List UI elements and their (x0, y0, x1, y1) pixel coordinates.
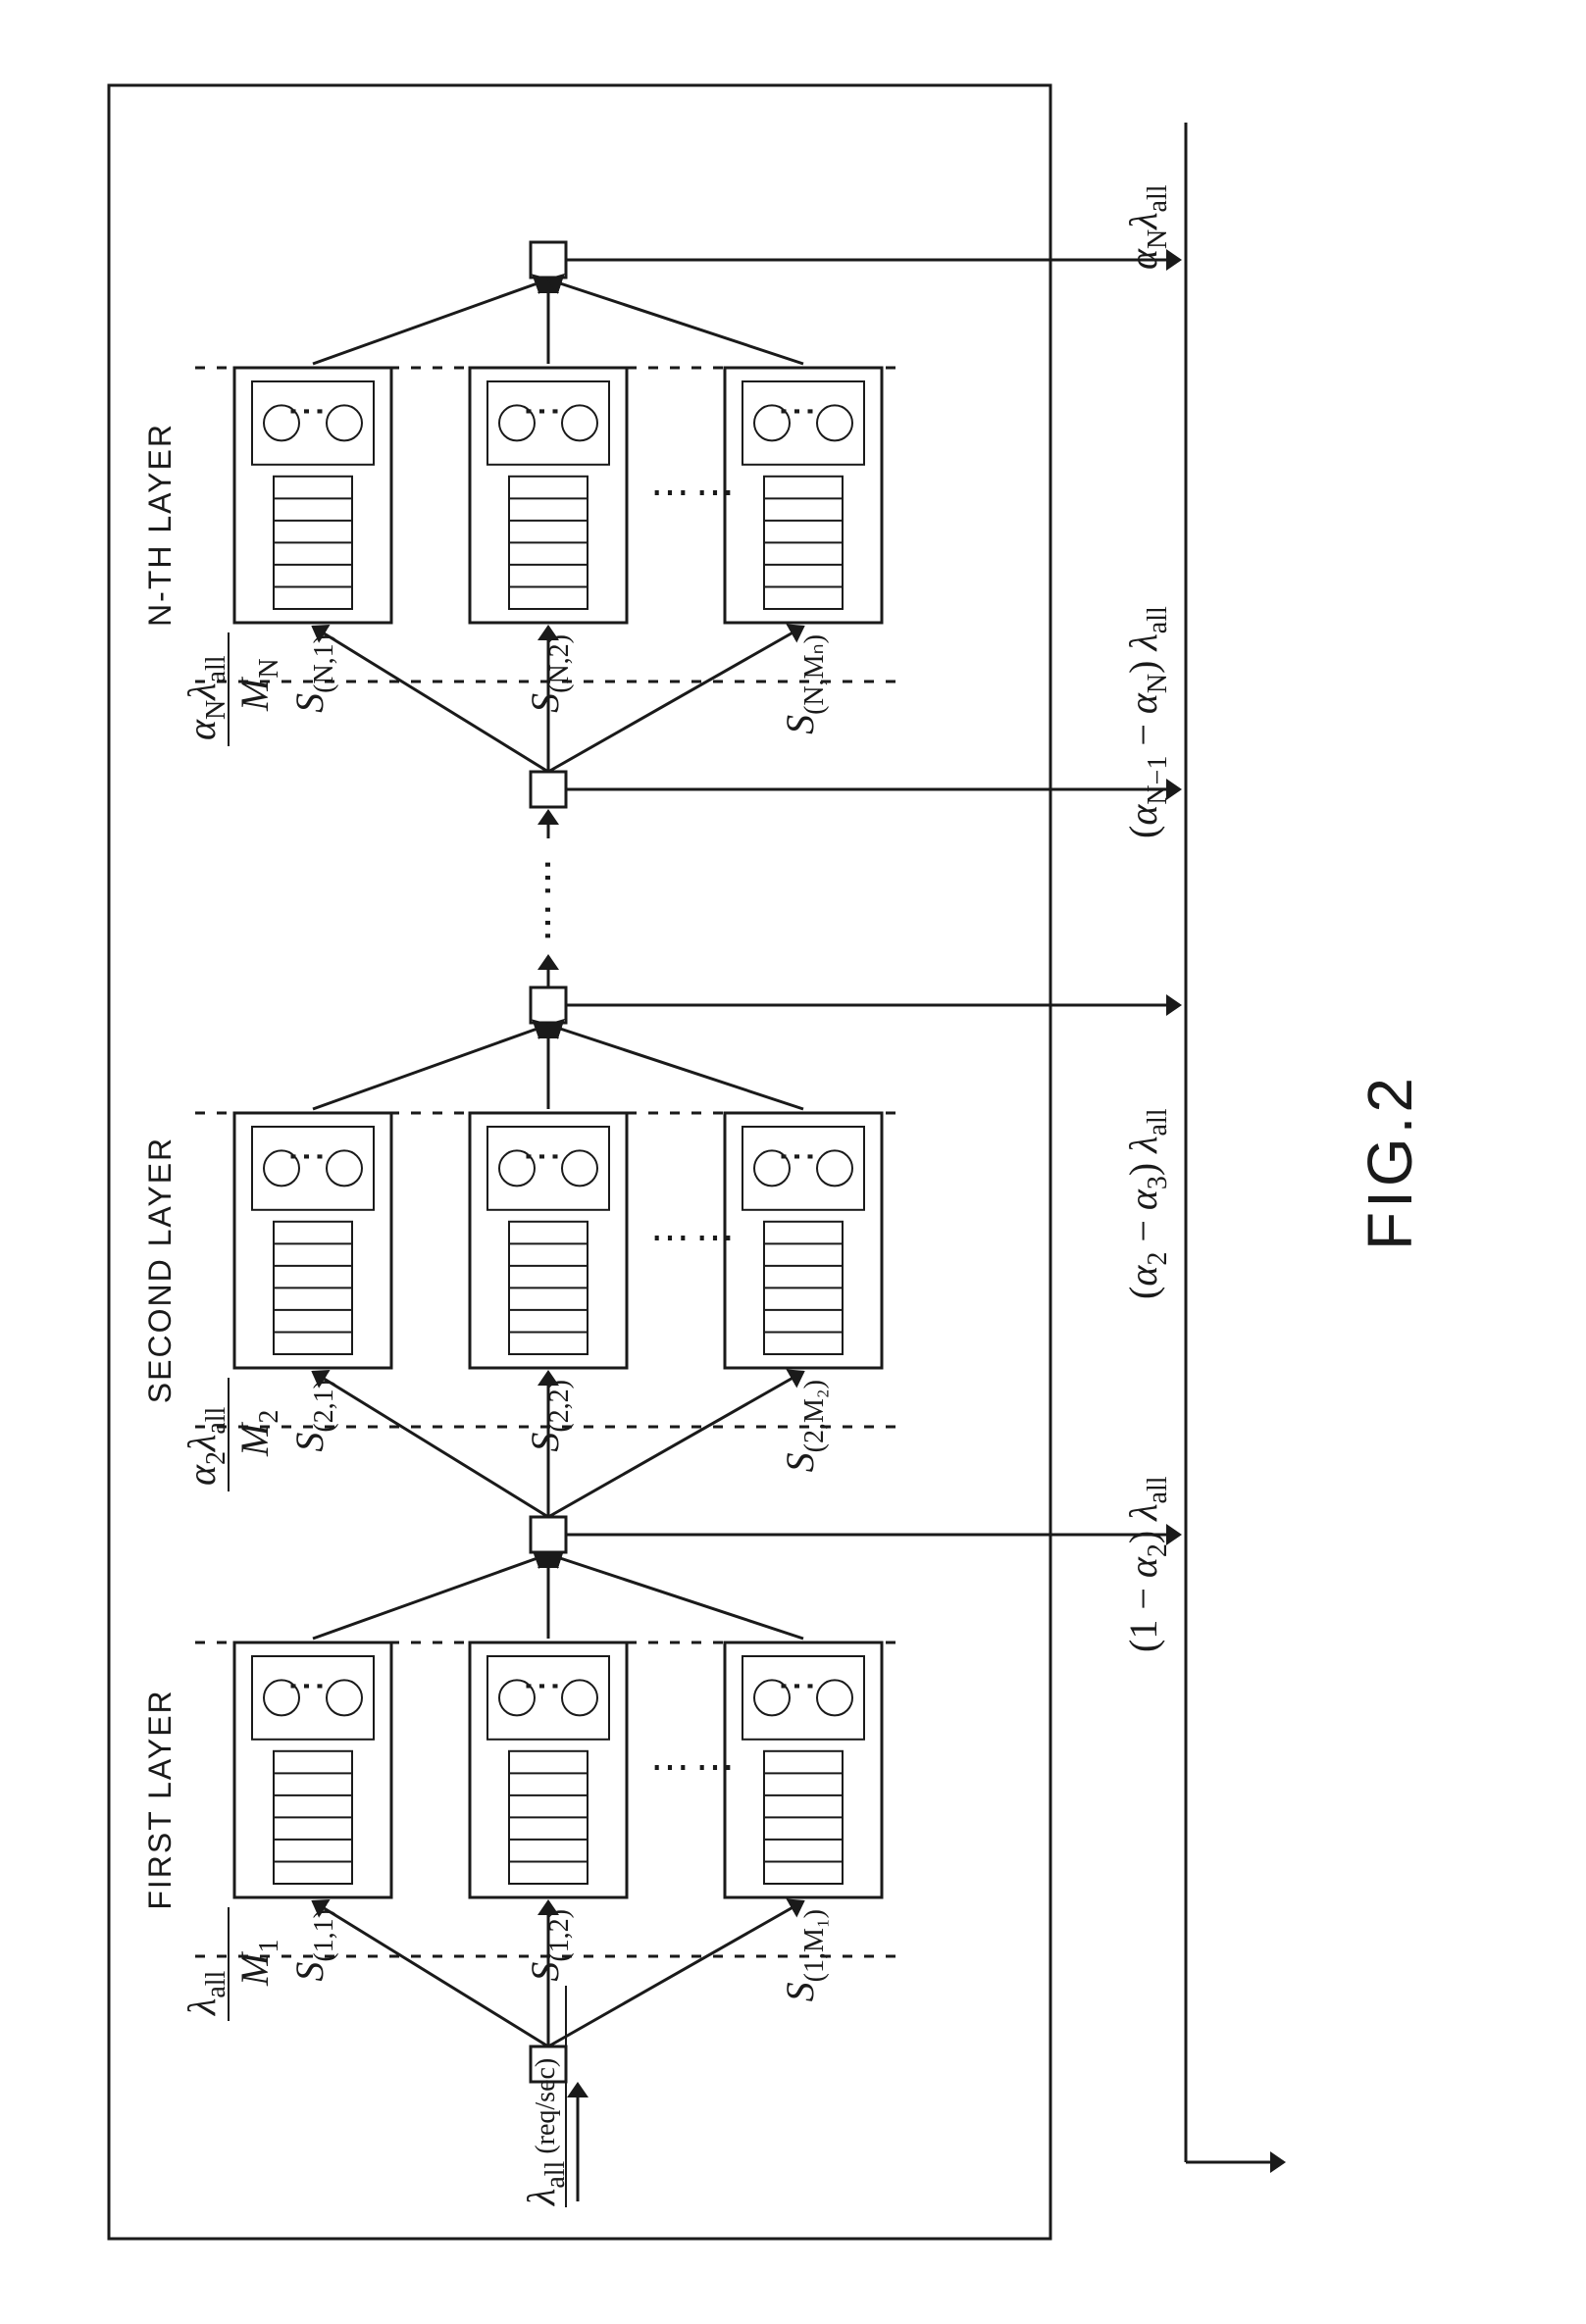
svg-text:MN: MN (232, 658, 284, 712)
diagram-svg: FIRST LAYER⋮S(1,1)⋮S(1,2)⋮S(1,M₁)⋯⋯λallM… (107, 83, 1480, 2241)
svg-text:(α2 − α3) λall: (α2 − α3) λall (1121, 1108, 1173, 1299)
svg-text:⋮: ⋮ (519, 385, 563, 430)
svg-text:⋮: ⋮ (774, 385, 818, 430)
diagram-wrap: FIRST LAYER⋮S(1,1)⋮S(1,2)⋮S(1,M₁)⋯⋯λallM… (107, 83, 1480, 2241)
svg-text:(αN−1 − αN) λall: (αN−1 − αN) λall (1121, 606, 1173, 838)
svg-text:M2: M2 (232, 1410, 284, 1457)
svg-text:⋮: ⋮ (774, 1660, 818, 1705)
router-icon (531, 772, 566, 807)
router-icon (531, 987, 566, 1023)
layer-title: FIRST LAYER (142, 1689, 178, 1909)
page: FIRST LAYER⋮S(1,1)⋮S(1,2)⋮S(1,M₁)⋯⋯λallM… (0, 0, 1586, 2324)
svg-text:⋮: ⋮ (519, 1131, 563, 1176)
svg-text:⋮: ⋮ (283, 1131, 328, 1176)
svg-text:S(1,1): S(1,1) (287, 1909, 339, 1982)
router-icon (531, 1517, 566, 1552)
svg-text:S(N,Mₙ): S(N,Mₙ) (778, 634, 830, 734)
svg-text:S(2,1): S(2,1) (287, 1380, 339, 1452)
svg-text:⋮: ⋮ (283, 1660, 328, 1705)
svg-text:⋮: ⋮ (519, 1660, 563, 1705)
svg-text:λall: λall (179, 1970, 231, 2016)
svg-text:αNλall: αNλall (1121, 184, 1173, 270)
svg-text:⋮: ⋮ (283, 385, 328, 430)
layer-title: SECOND LAYER (142, 1137, 178, 1403)
svg-text:⋯⋯: ⋯⋯ (650, 1744, 741, 1789)
svg-text:αNλall: αNλall (179, 655, 231, 740)
svg-text:⋮: ⋮ (774, 1131, 818, 1176)
svg-text:⋯⋯: ⋯⋯ (650, 1215, 741, 1259)
svg-text:M1: M1 (232, 1940, 284, 1987)
router-icon (531, 242, 566, 278)
svg-text:⋯⋯: ⋯⋯ (525, 852, 569, 942)
figure-caption: FIG.2 (1355, 1074, 1425, 1250)
svg-text:⋯⋯: ⋯⋯ (650, 470, 741, 514)
layer-title: N-TH LAYER (142, 423, 178, 627)
svg-text:α2λall: α2λall (179, 1406, 231, 1486)
svg-text:S(N,1): S(N,1) (287, 634, 339, 713)
svg-text:(1 − α2) λall: (1 − α2) λall (1121, 1476, 1173, 1652)
